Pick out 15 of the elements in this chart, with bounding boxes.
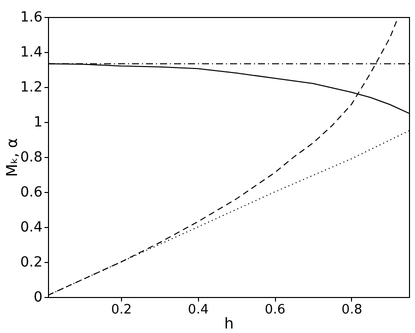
y-tick-label: 0 [34,290,42,306]
x-tick-label: 0.4 [188,302,209,318]
x-tick-label: 0.6 [264,302,286,318]
y-tick-label: 0.4 [20,220,43,236]
y-tick-label: 0.2 [20,254,42,270]
y-tick-label: 1.2 [20,80,42,96]
x-axis-title: h [224,314,234,332]
x-tick-label: 0.8 [342,302,362,318]
y-tick-label: 1.6 [20,10,43,26]
x-tick-label: 0.2 [111,302,132,318]
y-tick-label: 0.6 [20,184,43,200]
y-tick-label: 1.4 [20,44,43,60]
y-tick-label: 0.8 [20,150,42,166]
y-tick-label: 1 [34,114,42,130]
y-axis-title: Mₖ, α [3,138,22,177]
